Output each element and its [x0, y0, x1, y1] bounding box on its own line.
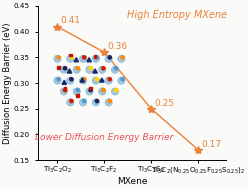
Text: 0.36: 0.36	[107, 42, 127, 51]
Text: Lower Diffusion Energy Barrier: Lower Diffusion Energy Barrier	[35, 133, 173, 143]
Text: 0.41: 0.41	[60, 16, 80, 26]
Text: High Entropy MXene: High Entropy MXene	[127, 10, 227, 20]
Text: 0.25: 0.25	[155, 99, 174, 108]
X-axis label: MXene: MXene	[117, 177, 148, 186]
Y-axis label: Diffusion Energy Barrier (eV): Diffusion Energy Barrier (eV)	[3, 22, 12, 144]
Text: 0.17: 0.17	[201, 140, 221, 149]
